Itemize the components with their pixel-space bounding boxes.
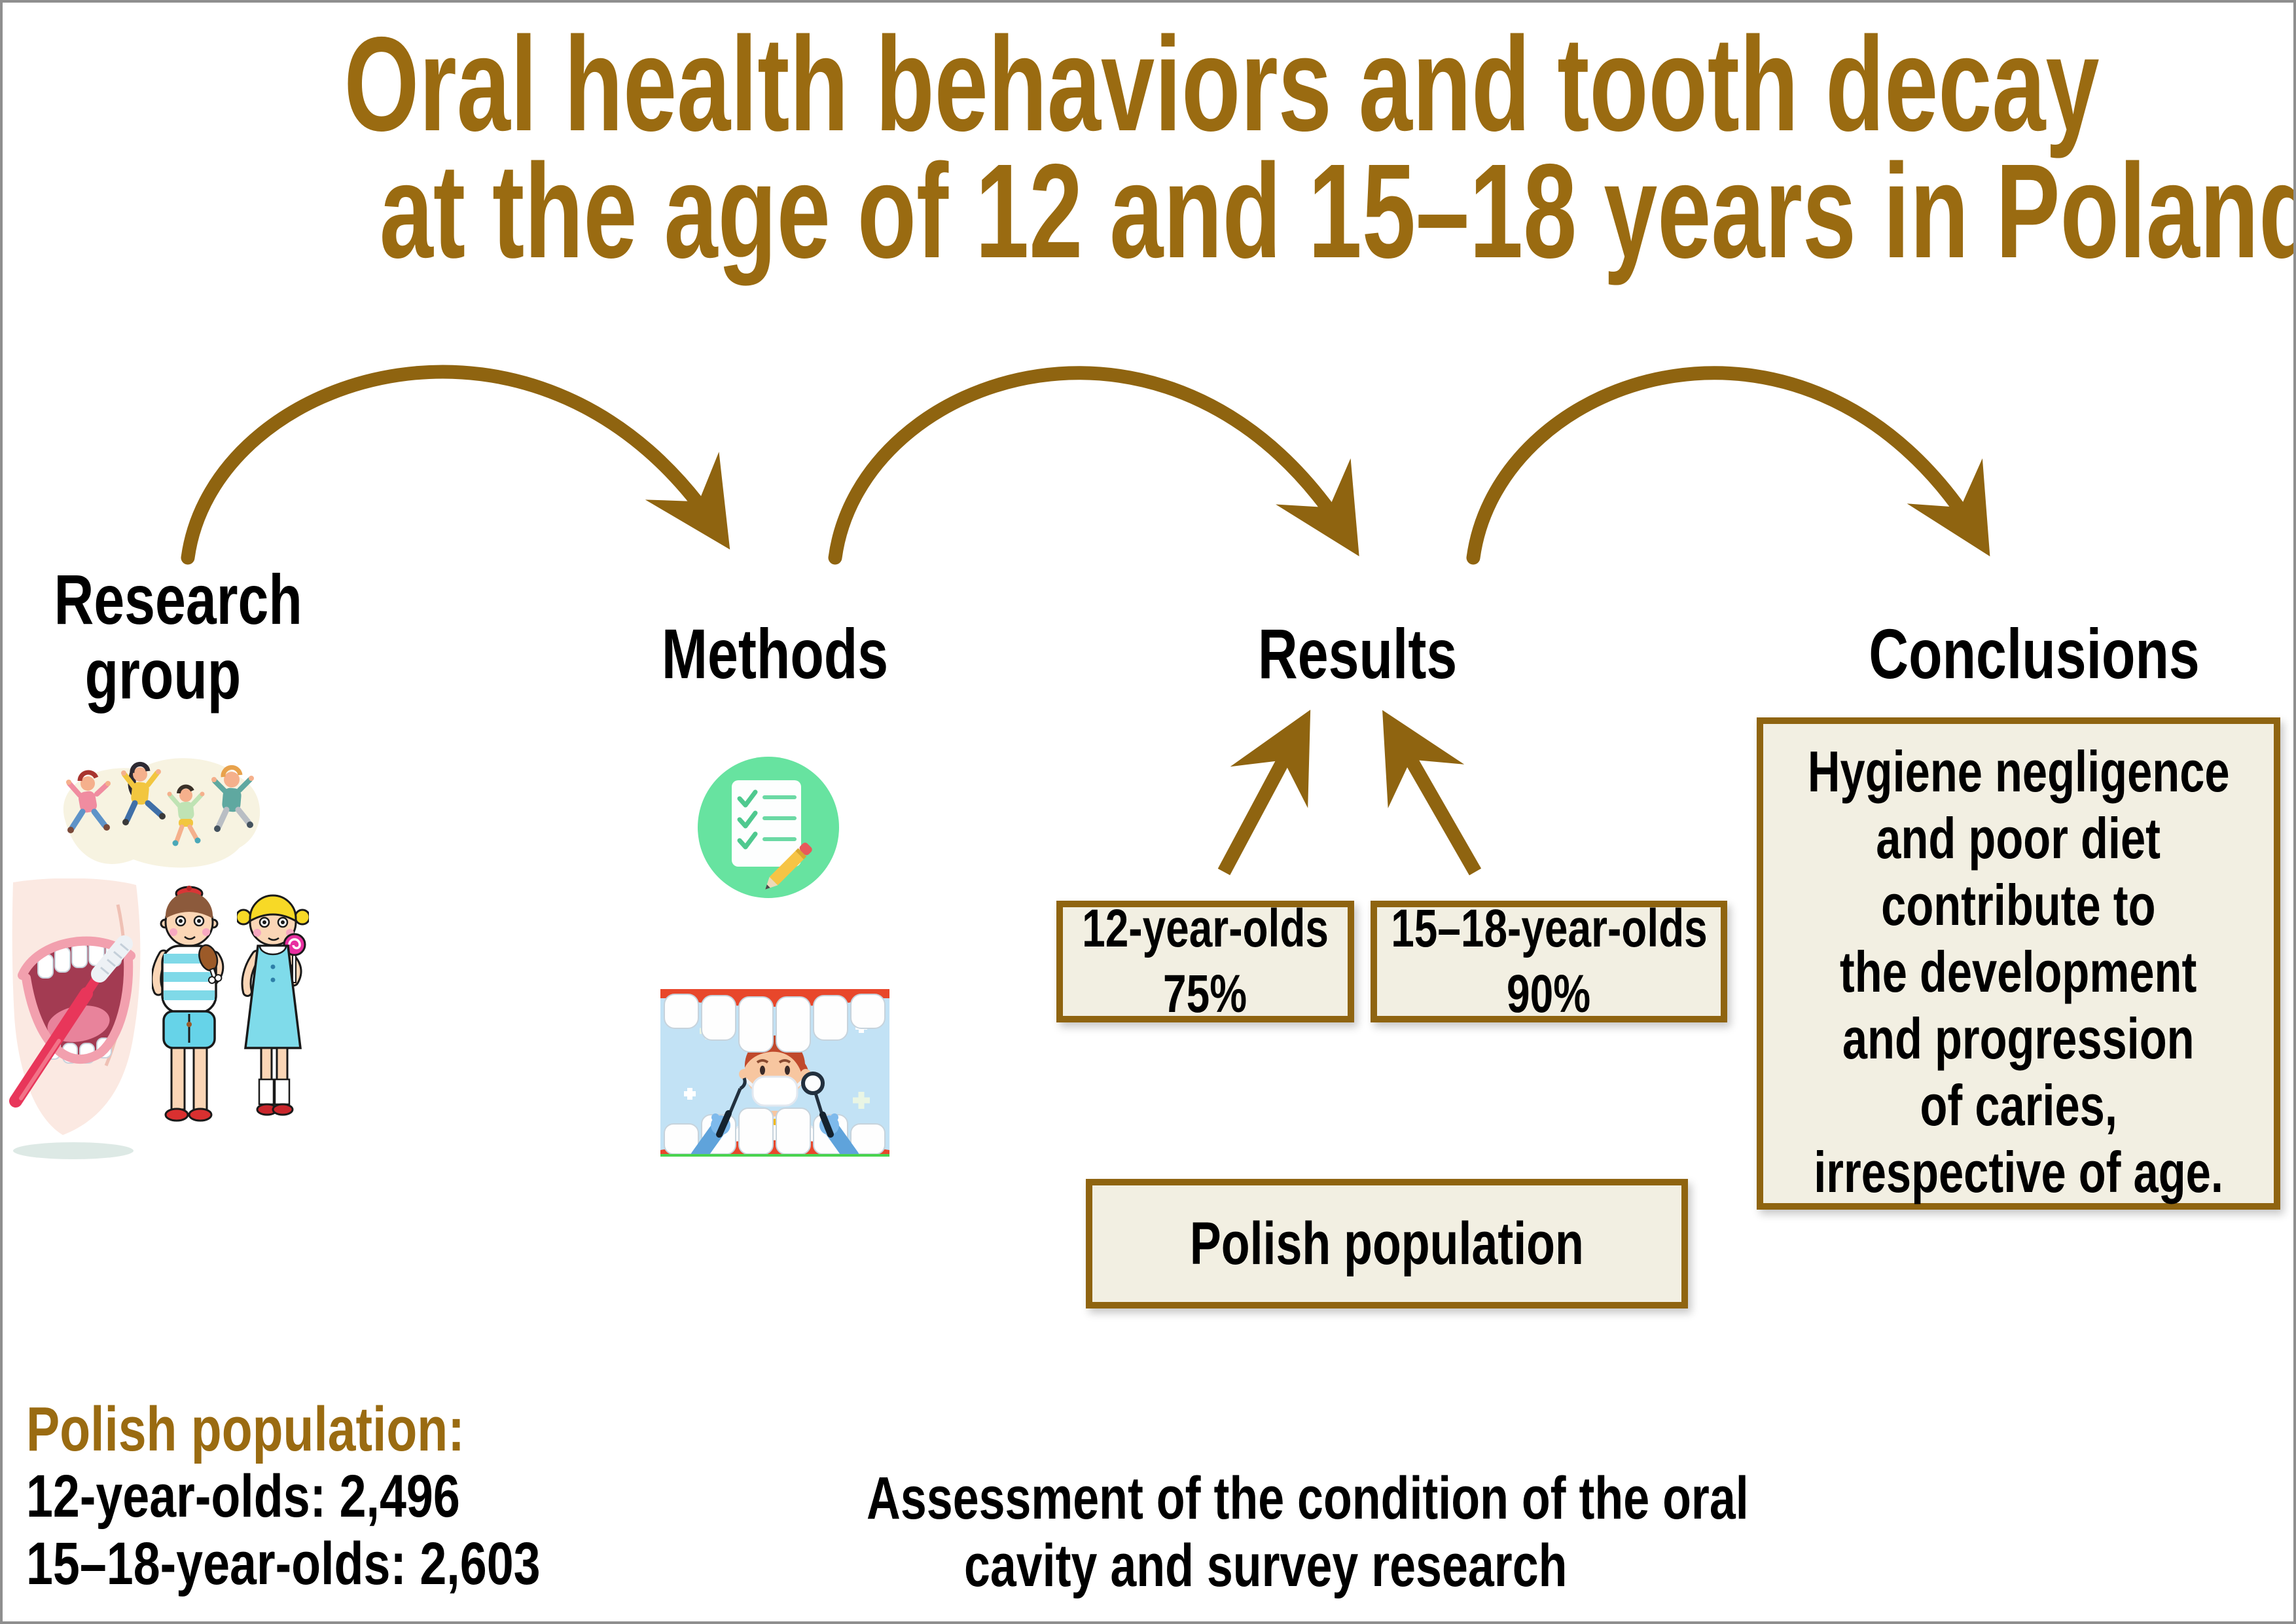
- conclusion-line: Hygiene negligence: [1807, 739, 2230, 804]
- flow-arrows-layer: [181, 365, 1990, 876]
- step-label-results: Results: [1257, 614, 1458, 693]
- result-15-18-label: 15–18-year-olds: [1390, 899, 1708, 958]
- polish-population-box: Polish population: [1086, 1179, 1688, 1308]
- step-label-research-group: Research group: [19, 562, 307, 712]
- result-box-12-year-olds: 12-year-olds 75%: [1056, 899, 1354, 1024]
- curved-arrow-icon-methods-to-results: [828, 366, 1359, 565]
- footer-assessment-text: Assessment of the condition of the oral …: [742, 1465, 1789, 1600]
- page-title-line1: Oral health behaviors and tooth decay: [344, 9, 2100, 159]
- page-title-line2: at the age of 12 and 15–18 years in Pola…: [379, 136, 2296, 286]
- conclusion-line: and progression: [1842, 1006, 2195, 1071]
- jumping-teen-teal: [211, 765, 254, 832]
- conclusion-line: irrespective of age.: [1814, 1140, 2223, 1204]
- conclusion-line: of caries,: [1920, 1073, 2117, 1138]
- conclusion-line: the development: [1840, 939, 2197, 1004]
- jumping-teen-green: [167, 784, 205, 846]
- footer-count-12: 12-year-olds: 2,496: [26, 1463, 460, 1530]
- pencil-icon: [765, 842, 812, 890]
- polish-population-box-label: Polish population: [1190, 1210, 1584, 1277]
- footer-population-block: Polish population: 12-year-olds: 2,496 1…: [26, 1396, 669, 1598]
- jumping-teens-illustration: [63, 758, 260, 868]
- curved-arrow-icon-results-to-conclusions: [1466, 366, 1990, 565]
- footer-count-15-18: 15–18-year-olds: 2,603: [26, 1530, 541, 1597]
- curved-arrow-icon-research-to-methods: [181, 365, 730, 565]
- conclusion-line: and poor diet: [1876, 806, 2161, 871]
- upper-teeth-row: [664, 994, 886, 1053]
- conclusion-line: contribute to: [1881, 873, 2156, 937]
- up-arrow-icon-right: [1382, 710, 1482, 876]
- up-arrow-icon-left: [1217, 710, 1311, 875]
- girl-with-lollipop-illustration: [237, 894, 309, 1116]
- result-15-18-value: 90%: [1507, 964, 1591, 1024]
- boy-with-drumstick-illustration: [152, 886, 224, 1122]
- chicken-drumstick: [198, 944, 223, 984]
- result-box-15-18-year-olds: 15–18-year-olds 90%: [1371, 899, 1727, 1024]
- conclusions-box: Hygiene negligence and poor diet contrib…: [1757, 717, 2280, 1210]
- step-label-conclusions: Conclusions: [1869, 614, 2200, 693]
- jumping-teen-yellow: [121, 761, 166, 825]
- checklist-pencil-icon: [698, 757, 839, 898]
- dental-probe-hand: [691, 1077, 747, 1157]
- footer-assessment-line2: cavity and survey research: [964, 1532, 1568, 1599]
- dentist-examination-illustration: [660, 989, 889, 1157]
- result-12-label: 12-year-olds: [1082, 899, 1329, 958]
- checklist-paper: [732, 780, 812, 890]
- toothbrushing-mouth-illustration: [9, 878, 141, 1159]
- result-12-value: 75%: [1163, 964, 1247, 1024]
- research-group-line1: Research: [54, 560, 302, 639]
- page-title: Oral health behaviors and tooth decay at…: [3, 9, 2296, 286]
- footer-assessment-line1: Assessment of the condition of the oral: [867, 1465, 1749, 1532]
- dental-mirror-hand: [801, 1072, 859, 1157]
- toothbrush: [9, 935, 133, 1108]
- research-group-line2: group: [84, 634, 242, 713]
- footer-population-heading: Polish population:: [26, 1394, 465, 1464]
- jumping-teen-pink: [66, 770, 111, 833]
- step-label-methods: Methods: [661, 614, 889, 693]
